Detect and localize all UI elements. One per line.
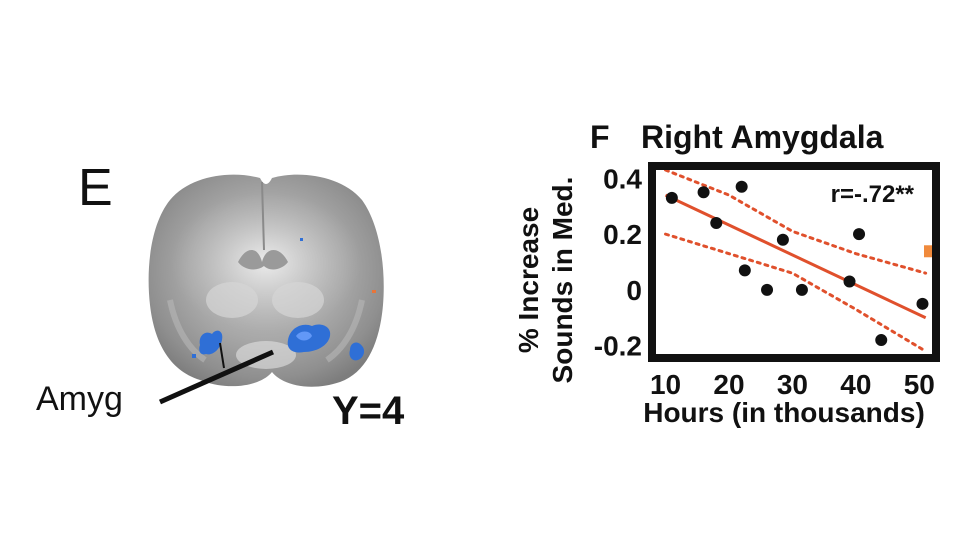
- y-axis-label-line2: Sounds in Med.: [547, 177, 578, 384]
- edge-marker: [924, 245, 932, 258]
- panel-e: E Amyg Y=4: [36, 159, 405, 433]
- data-point: [776, 233, 789, 246]
- data-point: [710, 216, 723, 229]
- panel-e-letter: E: [78, 159, 113, 217]
- y-tick-label: 0.2: [603, 219, 642, 250]
- amyg-pointer-line: [158, 349, 275, 405]
- data-point: [795, 283, 808, 296]
- data-point: [697, 186, 710, 199]
- data-point: [665, 191, 678, 204]
- correlation-annotation: r=-.72**: [831, 181, 915, 208]
- data-point: [843, 275, 856, 288]
- y-tick-label: 0.4: [603, 163, 642, 194]
- x-axis-label: Hours (in thousands): [643, 397, 925, 428]
- panel-f: F Right Amygdala % Increase Sounds in Me…: [513, 119, 940, 428]
- x-tick-label: 30: [777, 369, 808, 400]
- x-tick-label: 20: [713, 369, 744, 400]
- amyg-pointer-tick: [219, 342, 225, 369]
- data-point: [761, 283, 774, 296]
- y-tick-label: -0.2: [594, 331, 642, 362]
- amyg-label: Amyg: [36, 380, 123, 418]
- confidence-band-lower: [664, 232, 928, 353]
- x-tick-label: 10: [650, 369, 681, 400]
- data-point: [735, 180, 748, 193]
- plot-frame: [648, 162, 940, 362]
- activation-blobs: [192, 238, 376, 361]
- data-point: [853, 228, 866, 241]
- y-tick-label: 0: [626, 275, 642, 306]
- x-tick-label: 40: [840, 369, 871, 400]
- chart-title: Right Amygdala: [641, 119, 884, 155]
- slice-coordinate-label: Y=4: [332, 389, 405, 433]
- confidence-band-upper: [664, 170, 928, 275]
- panel-f-letter: F: [590, 119, 610, 155]
- scatter-plot: r=-.72** 0.4 0.2 0 -0.2 10 20 30 40 50: [594, 162, 940, 400]
- regression-line: [664, 193, 927, 320]
- data-point: [875, 334, 888, 347]
- y-axis-label-line1: % Increase: [513, 207, 544, 353]
- data-point: [916, 297, 929, 310]
- x-tick-label: 50: [904, 369, 935, 400]
- data-point: [738, 264, 751, 277]
